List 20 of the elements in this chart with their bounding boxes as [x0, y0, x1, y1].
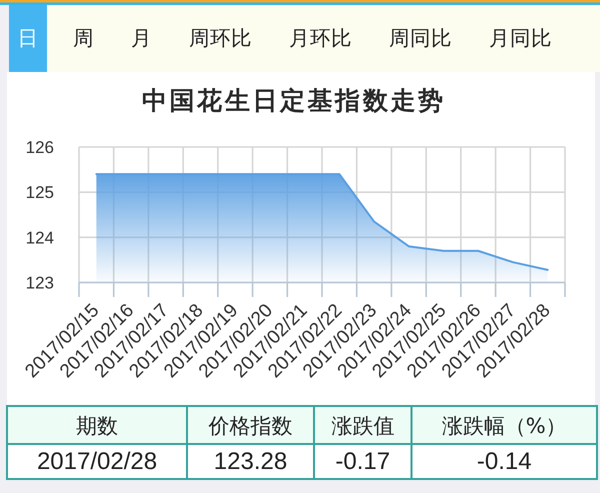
text: 日 — [18, 26, 38, 50]
chart-title: 中国花生日定基指数走势 — [142, 86, 446, 115]
text: 涨跌值 — [331, 414, 394, 438]
y-tick-label: 125 — [26, 183, 54, 202]
y-tick-label: 124 — [26, 228, 54, 248]
y-tick-label: 126 — [26, 138, 54, 157]
text: 月同比 — [489, 26, 552, 50]
text: 2017/02/28 — [36, 448, 158, 475]
text: 期数 — [76, 414, 118, 438]
text: 涨跌幅（%） — [442, 414, 567, 438]
text: 月环比 — [289, 26, 352, 50]
text: 周 — [73, 26, 94, 50]
text: 周同比 — [389, 26, 452, 50]
text: 周环比 — [189, 26, 252, 50]
text: -0.14 — [476, 448, 532, 475]
y-tick-label: 123 — [26, 274, 54, 292]
text: 123.28 — [214, 448, 288, 475]
text: 月 — [131, 26, 152, 50]
text: -0.17 — [335, 448, 390, 475]
text: 价格指数 — [208, 414, 292, 438]
